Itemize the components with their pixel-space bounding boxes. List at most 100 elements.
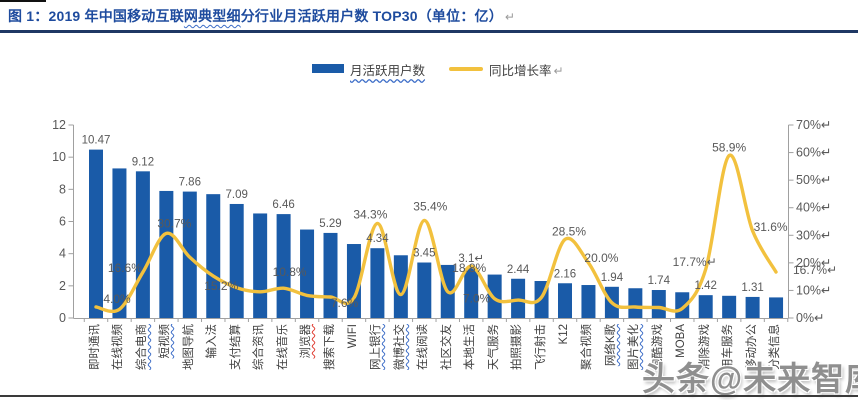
figure-title-pre: 图 1：2019 年中国移动互联 bbox=[8, 8, 184, 24]
category-label: 本地生活 bbox=[464, 324, 477, 370]
figure-title-post: 分行业月活跃用户数 TOP30（单位：亿） bbox=[240, 8, 503, 24]
category-label: 社区交友 bbox=[440, 324, 453, 370]
growth-value-label: 18.8% bbox=[452, 261, 486, 275]
bar bbox=[159, 190, 174, 318]
growth-value-label: 30.7% bbox=[157, 216, 191, 230]
bar bbox=[581, 285, 596, 318]
bar bbox=[698, 295, 713, 318]
right-axis-tick-label: 10%↵ bbox=[796, 283, 832, 297]
bar-value-label: 3.45 bbox=[413, 248, 435, 260]
category-label: 短视频 bbox=[159, 324, 172, 359]
bar-value-label: 1.74 bbox=[648, 275, 671, 287]
growth-value-label: 28.5% bbox=[552, 224, 586, 238]
right-axis-tick-label: 60%↵ bbox=[796, 146, 832, 160]
bar-value-label: 7.09 bbox=[226, 189, 248, 201]
bar bbox=[628, 288, 643, 318]
growth-value-label: 31.6% bbox=[754, 220, 788, 234]
bar bbox=[370, 248, 385, 318]
right-axis-tick-label: 50%↵ bbox=[796, 173, 832, 187]
category-label: 飞行射击 bbox=[534, 324, 547, 370]
growth-value-label: 17.7%↵ bbox=[673, 255, 717, 269]
bar bbox=[558, 283, 572, 318]
bar bbox=[346, 244, 361, 318]
category-label: 图片美化 bbox=[628, 324, 641, 370]
growth-value-label: 7.6% bbox=[331, 296, 359, 310]
bar bbox=[417, 262, 432, 318]
right-axis-tick-label: 20%↵ bbox=[796, 256, 832, 270]
left-axis-tick-label: 12 bbox=[52, 118, 66, 132]
bar-value-label: 1.94 bbox=[601, 272, 624, 284]
bar-value-label: 9.12 bbox=[132, 156, 154, 168]
bar bbox=[722, 295, 737, 318]
legend-line-label: 同比增长率 ↵ bbox=[489, 60, 564, 79]
right-axis-tick-label: 40%↵ bbox=[796, 201, 832, 215]
category-label: 在线视频 bbox=[112, 324, 125, 370]
chart-legend: 月活跃用户数 同比增长率 ↵ bbox=[0, 60, 858, 80]
category-label: 网上银行 bbox=[370, 324, 383, 370]
growth-value-label: 35.4% bbox=[413, 199, 447, 213]
category-label: K12 bbox=[558, 324, 570, 345]
bar bbox=[89, 149, 103, 318]
category-label: 网络K歌 bbox=[604, 324, 617, 367]
growth-value-label: 10.8% bbox=[273, 265, 307, 279]
growth-value-label: 20.0% bbox=[584, 251, 618, 265]
bar-value-label: 2.44 bbox=[507, 264, 530, 276]
category-label: 即时通讯 bbox=[89, 324, 101, 370]
category-label: 支付结算 bbox=[229, 324, 242, 370]
growth-value-label: 7.0% bbox=[463, 292, 491, 306]
growth-value-label: 15.2% bbox=[204, 279, 238, 293]
bar bbox=[229, 203, 244, 318]
legend-bar-swatch-icon bbox=[312, 64, 344, 73]
top-border-line bbox=[0, 0, 46, 2]
category-label: 综合电商 bbox=[135, 324, 148, 370]
bar bbox=[651, 290, 666, 318]
legend-bar-label: 月活跃用户数 bbox=[350, 60, 425, 79]
left-axis-tick-label: 10 bbox=[52, 150, 66, 164]
growth-value-label: 16.7%↵ bbox=[793, 263, 837, 277]
category-label: 聚合视频 bbox=[581, 324, 594, 370]
figure-title: 图 1：2019 年中国移动互联网典型细分行业月活跃用户数 TOP30（单位：亿… bbox=[8, 6, 515, 26]
bar bbox=[769, 297, 784, 318]
category-label: 在线音乐 bbox=[276, 324, 289, 370]
bar bbox=[253, 213, 268, 318]
watermark: 头条@未来智库 bbox=[642, 360, 858, 397]
category-label: 拍照摄影 bbox=[511, 324, 524, 370]
bar bbox=[182, 191, 197, 318]
left-axis-tick-label: 6 bbox=[59, 215, 66, 229]
bar-value-label: 3.1↵ bbox=[458, 253, 484, 265]
growth-value-label: 4.0% bbox=[103, 292, 131, 306]
category-label: WIFI bbox=[346, 324, 359, 349]
category-label: 浏览器 bbox=[300, 324, 313, 359]
right-axis-tick-label: 30%↵ bbox=[796, 228, 832, 242]
growth-value-label: 16.6% bbox=[108, 261, 142, 275]
bar-value-label: 4.34 bbox=[366, 233, 389, 245]
bar bbox=[276, 214, 291, 318]
growth-line bbox=[94, 153, 778, 314]
bar-value-label: 1.31 bbox=[741, 282, 763, 294]
legend-line-label-text: 同比增长率 bbox=[489, 64, 552, 78]
right-axis-tick-label: 0%↵ bbox=[796, 311, 825, 325]
bar-value-label: 2.16 bbox=[554, 268, 576, 280]
bar bbox=[464, 268, 479, 318]
bar-value-label: 1.42 bbox=[695, 280, 717, 292]
bar-value-label: 7.86 bbox=[179, 177, 201, 189]
bar bbox=[487, 274, 502, 318]
bar bbox=[206, 194, 221, 318]
left-axis-tick-label: 0 bbox=[59, 311, 66, 325]
bar-value-label: 5.29 bbox=[319, 218, 341, 230]
left-axis-tick-label: 4 bbox=[59, 247, 66, 261]
category-label: 天气服务 bbox=[487, 324, 500, 370]
category-label: 地图导航 bbox=[182, 324, 195, 370]
bar-value-label: 10.47 bbox=[82, 135, 111, 147]
left-axis-tick-label: 8 bbox=[59, 182, 66, 196]
category-label: 搜索下载 bbox=[323, 324, 336, 370]
category-label: 输入法 bbox=[206, 324, 219, 359]
bottom-border-line bbox=[0, 395, 858, 397]
category-label: 微博社交 bbox=[393, 324, 406, 370]
return-mark-icon: ↵ bbox=[504, 10, 516, 24]
left-axis-tick-label: 2 bbox=[59, 279, 66, 293]
legend-bar-label-text: 月活跃用户数 bbox=[350, 64, 426, 78]
bar bbox=[745, 296, 760, 318]
